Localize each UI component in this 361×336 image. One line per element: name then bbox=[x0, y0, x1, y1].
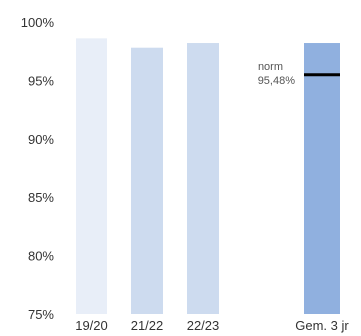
x-tick-label: 21/22 bbox=[131, 318, 164, 333]
norm-label: norm bbox=[258, 61, 283, 73]
bar bbox=[76, 38, 107, 315]
y-axis: 75% 80% 85% 90% 95% 100% bbox=[21, 15, 55, 322]
bar bbox=[187, 43, 219, 315]
bar bbox=[304, 43, 340, 315]
bar bbox=[131, 47, 163, 315]
norm-value-label: 95,48% bbox=[258, 75, 296, 87]
x-tick-label: Gem. 3 jr bbox=[295, 318, 349, 333]
y-tick-label: 85% bbox=[28, 190, 54, 205]
x-tick-label: 22/23 bbox=[187, 318, 220, 333]
y-tick-label: 80% bbox=[28, 249, 54, 264]
y-tick-label: 100% bbox=[21, 15, 55, 30]
y-tick-label: 95% bbox=[28, 73, 54, 88]
x-axis: 19/20 21/22 22/23 Gem. 3 jr bbox=[75, 318, 349, 333]
bars bbox=[76, 38, 340, 315]
x-tick-label: 19/20 bbox=[75, 318, 108, 333]
norm-reference: norm 95,48% bbox=[258, 61, 340, 87]
y-tick-label: 90% bbox=[28, 132, 54, 147]
y-tick-label: 75% bbox=[28, 307, 54, 322]
